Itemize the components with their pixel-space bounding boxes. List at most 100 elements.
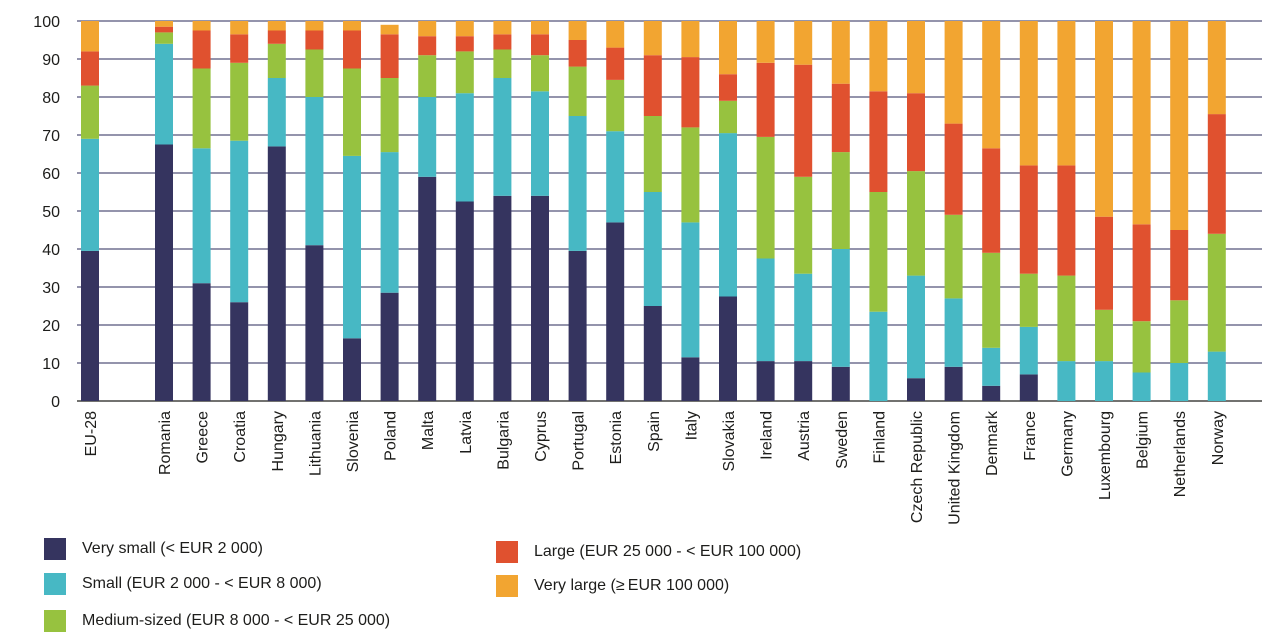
bar-slovenia-series-1: [343, 155, 361, 339]
bar-stack-portugal: [568, 21, 587, 401]
x-tick-label-germany: Germany: [1059, 411, 1076, 477]
bar-stack-eu-28: [81, 21, 99, 401]
bar-eu-28-series-3: [81, 51, 99, 86]
bar-austria-series-1: [794, 273, 813, 362]
bar-hungary-series-4: [267, 21, 286, 31]
bar-finland-series-4: [869, 21, 888, 92]
y-axis: 0 10 20 30 40 50 60 70 80 90 100: [33, 14, 60, 411]
bar-norway-series-2: [1207, 233, 1226, 352]
y-tick-label-70: 70: [42, 128, 60, 145]
x-tick-label-cyprus: Cyprus: [533, 411, 550, 462]
bar-italy-series-1: [681, 222, 700, 358]
bar-hungary-series-1: [267, 78, 286, 147]
bar-croatia-series-1: [230, 140, 249, 303]
bar-portugal-series-0: [568, 250, 587, 401]
bar-france-series-3: [1019, 165, 1038, 274]
x-tick-label-greece: Greece: [195, 411, 212, 464]
bar-lithuania-series-0: [305, 245, 324, 401]
bar-eu-28-series-4: [81, 21, 99, 52]
y-tick-label-60: 60: [42, 166, 60, 183]
x-tick-label-latvia: Latvia: [458, 411, 475, 454]
bar-spain-series-0: [643, 306, 662, 401]
bar-stack-norway: [1207, 21, 1226, 401]
bar-france-series-0: [1019, 374, 1038, 401]
bar-norway-series-4: [1207, 21, 1226, 115]
bar-stack-cyprus: [531, 21, 549, 401]
bar-denmark-series-4: [982, 21, 1001, 149]
bar-romania-series-3: [155, 26, 173, 33]
bar-bulgaria-series-1: [493, 78, 512, 196]
bar-stack-greece: [192, 21, 211, 401]
bar-slovakia-series-0: [719, 296, 737, 401]
y-tick-label-40: 40: [42, 242, 60, 259]
x-tick-label-malta: Malta: [420, 411, 437, 450]
x-tick-label-poland: Poland: [383, 411, 400, 461]
bar-cyprus-series-1: [531, 91, 549, 196]
bar-poland-series-3: [380, 34, 399, 78]
x-tick-label-netherlands: Netherlands: [1172, 411, 1189, 497]
bar-norway-series-3: [1207, 114, 1226, 234]
bar-italy-series-3: [681, 57, 700, 128]
y-tick-label-90: 90: [42, 52, 60, 69]
x-tick-label-italy: Italy: [683, 411, 700, 440]
bar-poland-series-2: [380, 78, 399, 153]
bar-stack-latvia: [455, 21, 474, 401]
bar-germany-series-4: [1057, 21, 1076, 166]
bar-estonia-series-0: [606, 222, 625, 401]
bar-france-series-1: [1019, 326, 1038, 375]
bar-croatia-series-2: [230, 62, 249, 141]
bar-germany-series-2: [1057, 275, 1076, 362]
bar-stack-slovenia: [343, 21, 361, 401]
x-tick-label-lithuania: Lithuania: [307, 411, 324, 476]
bar-spain-series-4: [643, 21, 662, 56]
bar-stack-lithuania: [305, 21, 324, 401]
bar-estonia-series-4: [606, 21, 625, 48]
bar-hungary-series-3: [267, 30, 286, 44]
bar-stack-france: [1019, 21, 1038, 401]
bar-malta-series-2: [418, 55, 437, 97]
x-tick-label-estonia: Estonia: [608, 411, 625, 464]
bar-latvia-series-4: [455, 21, 474, 37]
bar-latvia-series-0: [455, 201, 474, 401]
bar-italy-series-2: [681, 127, 700, 223]
bar-netherlands-series-4: [1170, 21, 1189, 230]
bar-germany-series-3: [1057, 165, 1076, 276]
bar-greece-series-2: [192, 68, 211, 149]
bar-stack-malta: [418, 21, 437, 401]
bar-lithuania-series-2: [305, 49, 324, 97]
x-tick-label-croatia: Croatia: [232, 411, 249, 463]
x-tick-label-slovenia: Slovenia: [345, 411, 362, 472]
bar-luxembourg-series-2: [1095, 309, 1113, 362]
bar-finland-series-3: [869, 91, 888, 192]
bar-stack-slovakia: [719, 21, 737, 401]
bar-united-kingdom-series-3: [944, 123, 963, 215]
bar-stack-denmark: [982, 21, 1001, 401]
bar-portugal-series-2: [568, 66, 587, 116]
bar-stack-finland: [869, 21, 888, 401]
bar-netherlands-series-2: [1170, 300, 1189, 363]
bar-finland-series-2: [869, 192, 888, 312]
bar-croatia-series-4: [230, 21, 249, 35]
bar-luxembourg-series-1: [1095, 361, 1113, 401]
bar-stack-bulgaria: [493, 21, 512, 401]
bar-spain-series-3: [643, 55, 662, 116]
bar-poland-series-4: [380, 24, 399, 35]
bar-netherlands-series-3: [1170, 230, 1189, 301]
bar-slovenia-series-3: [343, 30, 361, 69]
bar-latvia-series-3: [455, 36, 474, 52]
bar-portugal-series-3: [568, 40, 587, 67]
x-tick-label-finland: Finland: [871, 411, 888, 463]
bar-ireland-series-3: [756, 62, 775, 137]
x-tick-label-hungary: Hungary: [270, 411, 287, 471]
bar-portugal-series-1: [568, 116, 587, 251]
bar-czech-republic-series-3: [907, 93, 925, 172]
bar-bulgaria-series-0: [493, 195, 512, 401]
y-tick-label-100: 100: [33, 14, 60, 31]
bar-czech-republic-series-4: [907, 21, 925, 94]
bar-france-series-4: [1019, 21, 1038, 166]
bar-romania-series-4: [155, 21, 173, 27]
x-tick-label-czech-republic: Czech Republic: [909, 411, 926, 523]
bar-greece-series-4: [192, 21, 211, 31]
bar-ireland-series-4: [756, 21, 775, 63]
